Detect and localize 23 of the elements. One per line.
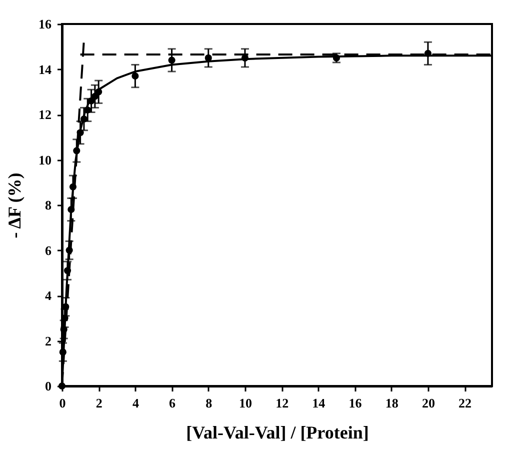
y-tick-label: 10 [38, 152, 52, 168]
y-tick-label: 16 [38, 16, 52, 32]
x-tick-label: 16 [348, 396, 362, 410]
y-tick-label: 8 [45, 198, 52, 212]
x-tick-label: 20 [422, 396, 435, 410]
x-tick-label: 14 [312, 396, 326, 410]
x-tick-label: 6 [169, 396, 176, 410]
x-axis-title: [Val-Val-Val] / [Protein] [186, 422, 369, 442]
x-tick-label: 0 [59, 396, 66, 410]
y-tick-label: 14 [38, 62, 52, 77]
y-tick-label: 2 [45, 333, 52, 348]
x-tick-label: 8 [206, 396, 213, 410]
x-tick-label: 4 [132, 396, 140, 410]
x-tick-label: 10 [238, 396, 252, 410]
x-tick-label: 18 [385, 396, 399, 410]
y-tick-label: 6 [45, 242, 52, 258]
x-tick-label: 2 [96, 396, 102, 410]
x-tick-label: 12 [276, 396, 289, 410]
x-tick-label: 22 [458, 396, 472, 410]
y-tick-label: 0 [45, 378, 52, 394]
y-tick-label: 12 [38, 107, 52, 122]
y-axis-title: - ΔF (%) [4, 172, 24, 238]
y-tick-label: 4 [45, 288, 52, 303]
